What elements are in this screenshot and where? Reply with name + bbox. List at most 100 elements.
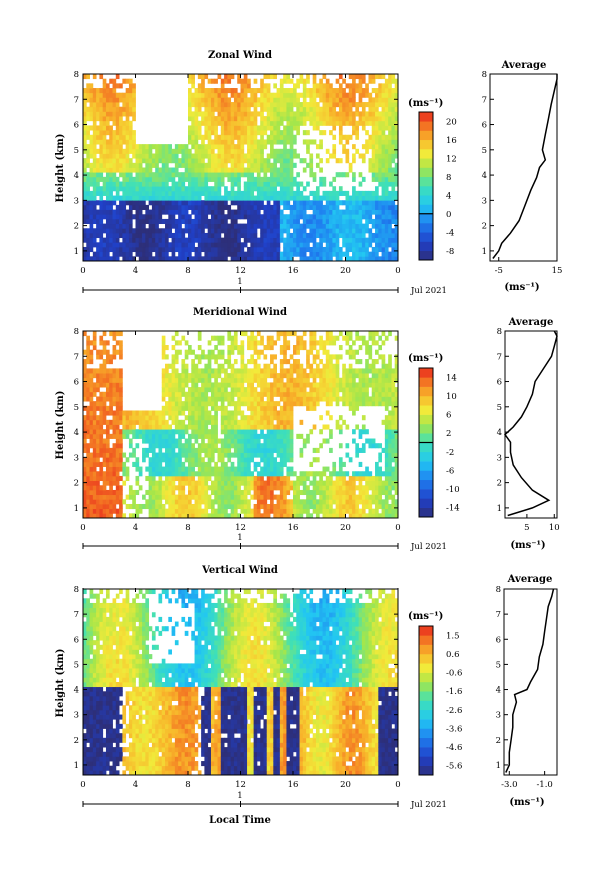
heatmap-cell <box>217 368 222 374</box>
heatmap-cell <box>92 480 97 486</box>
heatmap-cell <box>270 485 274 491</box>
heatmap-cell <box>286 158 291 164</box>
heatmap-cell <box>155 200 159 206</box>
heatmap-cell <box>365 139 369 145</box>
heatmap-cell <box>125 78 130 84</box>
heatmap-cell <box>289 480 294 486</box>
heatmap-cell <box>194 158 199 164</box>
heatmap-cell <box>315 162 320 168</box>
heatmap-cell <box>102 97 107 103</box>
heatmap-cell <box>197 218 202 225</box>
heatmap-cell <box>227 447 232 453</box>
heatmap-cell <box>145 424 150 430</box>
heatmap-cell <box>243 74 248 80</box>
heatmap-cell <box>247 172 251 178</box>
heatmap-cell <box>243 181 248 187</box>
heatmap-cell <box>151 214 156 220</box>
heatmap-cell <box>112 349 117 355</box>
heatmap-cell <box>250 176 255 182</box>
heatmap-cell <box>283 251 287 257</box>
heatmap-cell <box>276 256 281 262</box>
heatmap-cell <box>286 190 291 196</box>
heatmap-cell <box>322 111 327 117</box>
heatmap-cell <box>270 480 274 486</box>
heatmap-cell <box>237 167 241 173</box>
heatmap-cell <box>391 176 396 182</box>
heatmap-cell <box>250 228 255 234</box>
heatmap-cell <box>332 214 337 220</box>
heatmap-cell <box>201 429 205 435</box>
heatmap-cell <box>132 452 136 458</box>
heatmap-cell <box>184 405 189 411</box>
heatmap-cell <box>102 78 107 84</box>
heatmap-cell <box>89 148 94 154</box>
heatmap-cell <box>168 387 172 393</box>
heatmap-cell <box>191 228 195 234</box>
heatmap-cell <box>148 246 153 253</box>
heatmap-cell <box>388 181 392 187</box>
heatmap-cell <box>256 461 261 467</box>
heatmap-cell <box>148 429 153 435</box>
heatmap-cell <box>99 335 104 341</box>
heatmap-cell <box>279 396 284 402</box>
heatmap-cell <box>210 106 215 112</box>
heatmap-cell <box>188 237 192 243</box>
heatmap-cell <box>306 139 310 145</box>
heatmap-cell <box>391 102 396 108</box>
heatmap-cell <box>352 111 356 117</box>
heatmap-cell <box>122 232 127 239</box>
heatmap-cell <box>89 106 94 112</box>
heatmap-cell <box>312 190 317 196</box>
heatmap-cell <box>233 433 238 439</box>
heatmap-cell <box>276 102 281 108</box>
heatmap-cell <box>263 232 268 239</box>
heatmap-cell <box>345 172 350 178</box>
heatmap-cell <box>391 256 396 262</box>
heatmap-cell <box>112 452 117 458</box>
heatmap-cell <box>230 433 235 439</box>
heatmap-cell <box>224 415 228 421</box>
heatmap-cell <box>250 373 255 379</box>
heatmap-cell <box>181 485 186 491</box>
heatmap-cell <box>178 401 182 407</box>
heatmap-cell <box>135 172 140 178</box>
heatmap-cell <box>135 176 140 182</box>
heatmap-cell <box>348 218 353 225</box>
heatmap-cell <box>125 153 130 159</box>
heatmap-cell <box>191 186 195 192</box>
heatmap-cell <box>197 410 202 416</box>
heatmap-cell <box>191 134 195 140</box>
heatmap-cell <box>329 242 333 248</box>
heatmap-cell <box>83 130 87 136</box>
heatmap-cell <box>188 158 192 164</box>
heatmap-cell <box>322 181 327 187</box>
heatmap-cell <box>151 419 156 425</box>
heatmap-cell <box>204 354 209 360</box>
heatmap-cell <box>178 214 182 220</box>
heatmap-cell <box>227 345 232 351</box>
heatmap-cell <box>171 214 176 220</box>
heatmap-cell <box>279 410 284 416</box>
heatmap-cell <box>92 139 97 145</box>
heatmap-cell <box>109 373 113 379</box>
heatmap-cell <box>184 354 189 360</box>
heatmap-cell <box>358 251 363 257</box>
heatmap-cell <box>155 461 159 467</box>
heatmap-cell <box>384 181 389 187</box>
heatmap-cell <box>181 391 186 397</box>
heatmap-cell <box>171 480 176 486</box>
heatmap-cell <box>375 242 379 248</box>
heatmap-cell <box>319 97 323 103</box>
heatmap-cell <box>105 503 110 510</box>
heatmap-cell <box>293 190 297 196</box>
heatmap-cell <box>302 97 307 103</box>
heatmap-cell <box>197 158 202 164</box>
heatmap-cell <box>247 415 251 421</box>
heatmap-cell <box>335 111 340 117</box>
heatmap-cell <box>155 172 159 178</box>
heatmap-cell <box>266 424 271 430</box>
heatmap-cell <box>99 438 104 444</box>
heatmap-cell <box>204 485 209 491</box>
heatmap-cell <box>220 382 225 388</box>
heatmap-cell <box>184 144 189 150</box>
